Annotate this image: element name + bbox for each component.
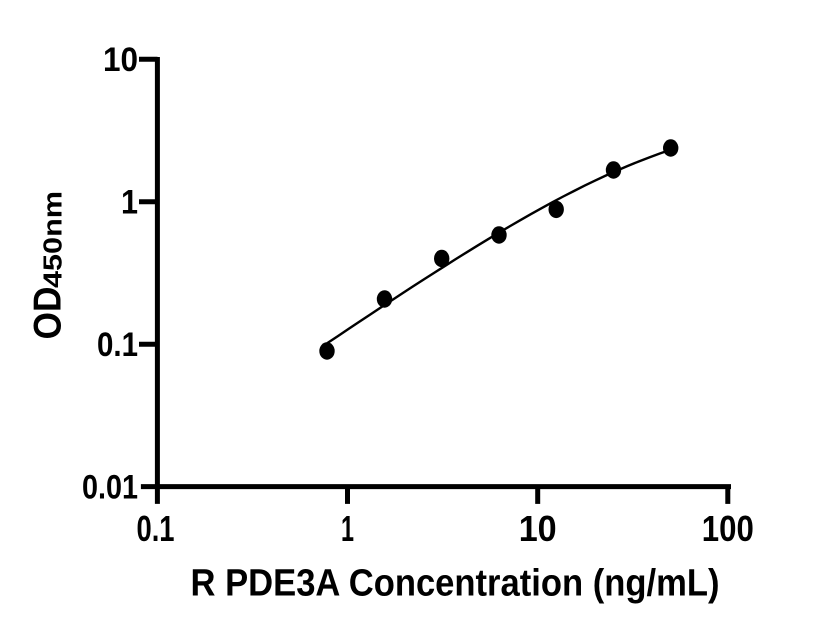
svg-text:R PDE3A Concentration (ng/mL): R PDE3A Concentration (ng/mL) — [191, 562, 720, 604]
svg-text:100: 100 — [702, 508, 754, 549]
svg-text:10: 10 — [103, 41, 138, 79]
svg-text:0.1: 0.1 — [97, 326, 138, 364]
svg-text:450nm: 450nm — [40, 191, 68, 288]
svg-text:0.1: 0.1 — [137, 508, 175, 549]
svg-text:1: 1 — [121, 184, 138, 222]
svg-text:OD: OD — [27, 287, 70, 340]
svg-text:0.01: 0.01 — [82, 469, 138, 507]
svg-text:10: 10 — [519, 508, 557, 549]
svg-text:1: 1 — [341, 508, 354, 549]
